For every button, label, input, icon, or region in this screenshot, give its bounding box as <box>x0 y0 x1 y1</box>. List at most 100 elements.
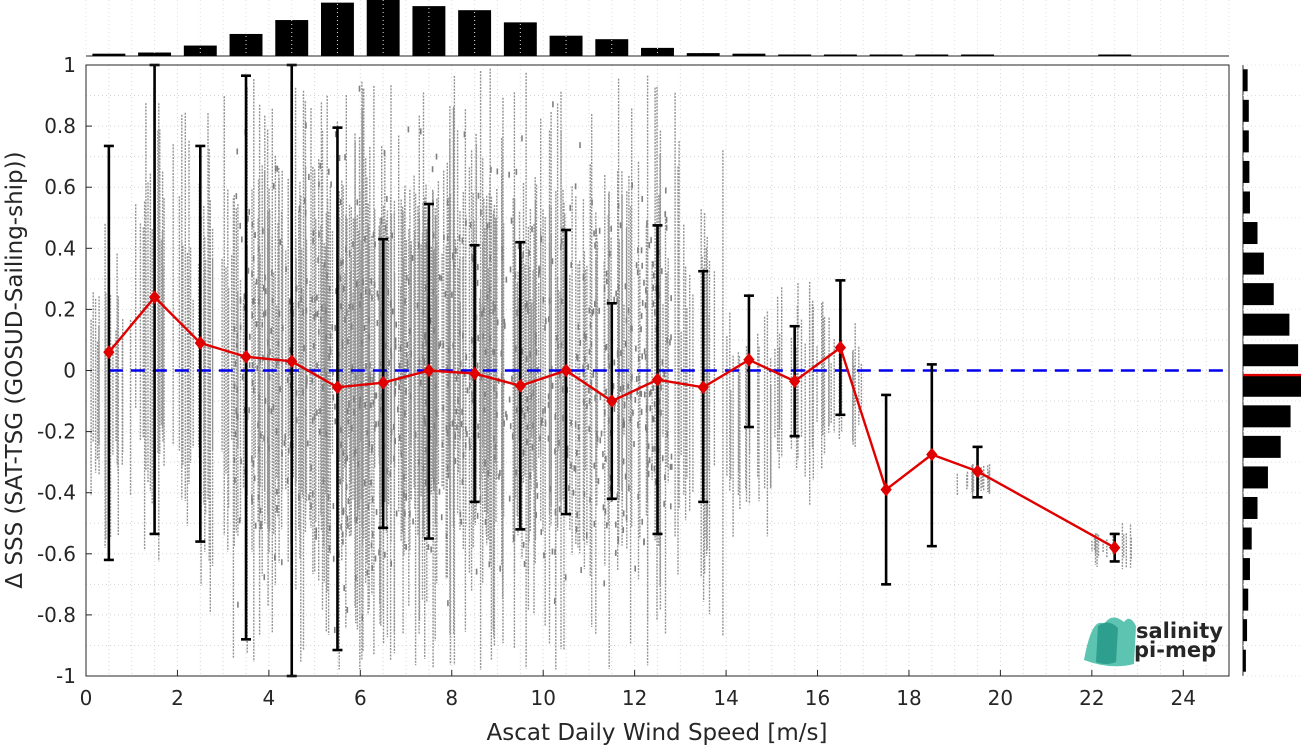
scatter-point <box>237 601 239 608</box>
scatter-point <box>303 197 306 204</box>
scatter-point <box>585 532 588 539</box>
scatter-point <box>346 606 349 613</box>
scatter-point <box>326 272 328 279</box>
scatter-point <box>641 353 643 360</box>
scatter-point <box>645 287 647 294</box>
scatter-point <box>259 357 261 364</box>
scatter-point <box>403 491 405 498</box>
scatter-point <box>550 365 553 372</box>
scatter-point <box>598 227 601 234</box>
scatter-point <box>427 544 430 551</box>
top-histogram-bar <box>138 52 172 56</box>
scatter-point <box>248 407 250 414</box>
scatter-point <box>554 414 557 421</box>
scatter-point <box>251 498 253 505</box>
scatter-point <box>608 417 610 424</box>
scatter-point <box>251 221 254 228</box>
mean-marker <box>331 380 344 395</box>
scatter-point <box>492 348 494 355</box>
scatter-point <box>355 574 357 581</box>
scatter-point <box>252 298 254 305</box>
scatter-point <box>397 406 399 413</box>
scatter-point <box>447 472 450 479</box>
scatter-point <box>605 388 607 395</box>
right-histogram-bar <box>1243 527 1252 550</box>
scatter-point <box>451 420 454 427</box>
scatter-point <box>532 422 534 429</box>
scatter-point <box>328 285 331 292</box>
scatter-point <box>238 517 241 524</box>
scatter-point <box>322 478 325 485</box>
scatter-point <box>562 414 564 421</box>
scatter-point <box>340 303 342 310</box>
scatter-point <box>379 360 382 367</box>
scatter-point <box>424 333 426 340</box>
scatter-point <box>539 435 541 442</box>
scatter-point <box>268 374 271 381</box>
right-histogram-bar <box>1243 69 1248 92</box>
scatter-point <box>469 382 471 389</box>
scatter-point <box>452 252 454 259</box>
scatter-point <box>612 383 615 390</box>
scatter-point <box>644 302 647 309</box>
scatter-point <box>328 545 331 552</box>
scatter-point <box>512 534 515 541</box>
scatter-point <box>256 365 259 372</box>
scatter-point <box>456 424 458 431</box>
scatter-point <box>465 425 467 432</box>
scatter-point <box>594 300 596 307</box>
scatter-point <box>257 422 259 429</box>
scatter-point <box>446 429 449 436</box>
scatter-point <box>362 279 364 286</box>
mean-marker <box>103 345 115 359</box>
scatter-point <box>488 286 491 293</box>
y-tick-label: -0.2 <box>37 420 76 444</box>
scatter-point <box>373 281 376 288</box>
scatter-point <box>270 327 273 334</box>
scatter-point <box>515 407 518 414</box>
scatter-point <box>554 448 556 455</box>
scatter-point <box>395 321 398 328</box>
scatter-point <box>380 310 383 317</box>
scatter-point <box>306 375 308 382</box>
x-tick-label: 12 <box>622 686 647 710</box>
scatter-point <box>459 360 462 367</box>
scatter-points <box>178 112 223 614</box>
scatter-point <box>261 321 264 328</box>
scatter-point <box>630 325 632 332</box>
scatter-point <box>471 397 474 404</box>
scatter-point <box>360 339 363 346</box>
scatter-point <box>338 273 341 280</box>
scatter-point <box>239 222 242 229</box>
mean-marker <box>743 353 755 367</box>
scatter-point <box>641 518 644 525</box>
scatter-point <box>560 238 563 245</box>
scatter-point <box>650 464 653 471</box>
scatter-point <box>371 531 374 538</box>
scatter-point <box>622 510 625 517</box>
scatter-point <box>311 417 314 424</box>
scatter-point <box>305 122 307 129</box>
scatter-point <box>298 205 301 212</box>
scatter-point <box>281 450 283 457</box>
scatter-point <box>405 388 407 395</box>
scatter-point <box>660 384 662 391</box>
scatter-point <box>608 250 611 257</box>
scatter-point <box>432 477 435 484</box>
right-histogram-bar <box>1243 466 1268 489</box>
x-axis: 0 2 4 6 8 10 12 14 16 18 20 22 24 <box>80 670 1196 710</box>
scatter-point <box>614 549 617 556</box>
scatter-point <box>489 335 491 342</box>
scatter-point <box>640 408 643 415</box>
scatter-point <box>600 430 603 437</box>
scatter-point <box>334 403 336 410</box>
scatter-point <box>455 375 458 382</box>
scatter-point <box>665 216 668 223</box>
scatter-point <box>258 298 260 305</box>
scatter-point <box>363 325 366 332</box>
scatter-point <box>235 193 238 200</box>
scatter-point <box>669 503 672 510</box>
scatter-point <box>263 574 266 581</box>
scatter-point <box>233 477 236 484</box>
scatter-point <box>257 246 260 253</box>
